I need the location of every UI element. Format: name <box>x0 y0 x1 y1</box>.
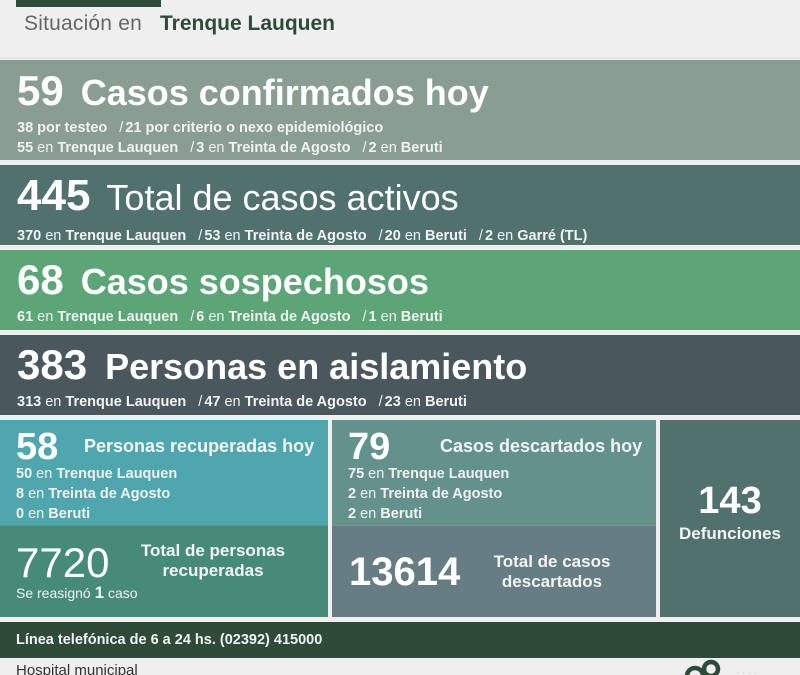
discarded-total-count: 13614 <box>349 550 461 594</box>
recovered-total-panel: 7720 Total de personas recuperadas Se re… <box>0 525 328 617</box>
list-item: 50 en Trenque Lauquen <box>16 466 178 482</box>
separator: / <box>362 140 367 156</box>
separator: / <box>478 228 483 244</box>
header-divider <box>0 57 800 59</box>
discarded-today-panel: 79 Casos descartados hoy 75 en Trenque L… <box>332 420 656 525</box>
discarded-total-panel: 13614 Total de casos descartados <box>332 525 656 617</box>
list-item: 2 en Beruti <box>348 506 423 522</box>
header-prefix: Situación en <box>24 12 142 35</box>
separator: / <box>119 120 124 136</box>
suspected-by-location: 61 en Trenque Lauquen /6 en Treinta de A… <box>17 309 443 325</box>
isolation-by-location: 313 en Trenque Lauquen /47 en Treinta de… <box>17 394 467 410</box>
page-header: Situación en Trenque Lauquen <box>24 12 335 42</box>
confirmed-by-method: 38 por testeo /21 por criterio o nexo ep… <box>17 120 384 136</box>
separator: / <box>190 309 195 325</box>
separator: / <box>378 228 383 244</box>
discarded-total-label: Total de casos descartados <box>493 552 611 591</box>
confirmed-by-location: 55 en Trenque Lauquen /3 en Treinta de A… <box>17 140 443 156</box>
logo-caption: · · · · <box>737 670 757 675</box>
discarded-today-count: 79 <box>348 426 391 468</box>
isolation-label: Personas en aislamiento <box>105 346 528 387</box>
confirmed-today-label: Casos confirmados hoy <box>80 72 489 113</box>
isolation-panel: 383 Personas en aislamiento 313 en Trenq… <box>0 335 800 415</box>
recovered-today-lines: 50 en Trenque Lauquen 8 en Treinta de Ag… <box>16 464 177 524</box>
active-by-location: 370 en Trenque Lauquen /53 en Treinta de… <box>17 228 588 244</box>
discarded-today-label: Casos descartados hoy <box>440 436 643 456</box>
top-accent-bar <box>16 0 161 7</box>
confirmed-today-count: 59 <box>17 67 64 114</box>
deaths-count: 143 <box>698 480 762 522</box>
suspected-cases-count: 68 <box>17 256 64 303</box>
separator: / <box>198 394 203 410</box>
separator: / <box>362 309 367 325</box>
suspected-cases-panel: 68 Casos sospechosos 61 en Trenque Lauqu… <box>0 250 800 330</box>
list-item: 2 en Treinta de Agosto <box>348 486 503 502</box>
recovered-total-count: 7720 <box>16 539 110 586</box>
suspected-cases-label: Casos sospechosos <box>80 261 429 302</box>
separator: / <box>378 394 383 410</box>
phone-line-bar: Línea telefónica de 6 a 24 hs. (02392) 4… <box>0 622 800 658</box>
list-item: 0 en Beruti <box>16 506 91 522</box>
hospital-label: Hospital municipal <box>16 662 138 675</box>
confirmed-today-panel: 59 Casos confirmados hoy 38 por testeo /… <box>0 60 800 160</box>
recovered-total-label: Total de personas recuperadas <box>140 541 286 580</box>
recovered-today-label: Personas recuperadas hoy <box>84 436 315 456</box>
recovered-today-panel: 58 Personas recuperadas hoy 50 en Trenqu… <box>0 420 328 525</box>
isolation-count: 383 <box>17 341 88 388</box>
separator: / <box>190 140 195 156</box>
deaths-panel: 143 Defunciones <box>660 420 800 617</box>
recovered-today-count: 58 <box>16 426 59 468</box>
header-city: Trenque Lauquen <box>159 12 335 35</box>
separator: / <box>198 228 203 244</box>
active-cases-panel: 445 Total de casos activos 370 en Trenqu… <box>0 165 800 245</box>
list-item: 8 en Treinta de Agosto <box>16 486 171 502</box>
discarded-today-lines: 75 en Trenque Lauquen 2 en Treinta de Ag… <box>348 464 509 524</box>
reassigned-note: Se reasignó 1 caso <box>16 583 138 602</box>
deaths-label: Defunciones <box>678 524 782 543</box>
active-cases-label: Total de casos activos <box>106 177 459 218</box>
list-item: 75 en Trenque Lauquen <box>348 466 510 482</box>
municipal-logo-icon <box>684 659 721 675</box>
active-cases-count: 445 <box>17 171 91 220</box>
